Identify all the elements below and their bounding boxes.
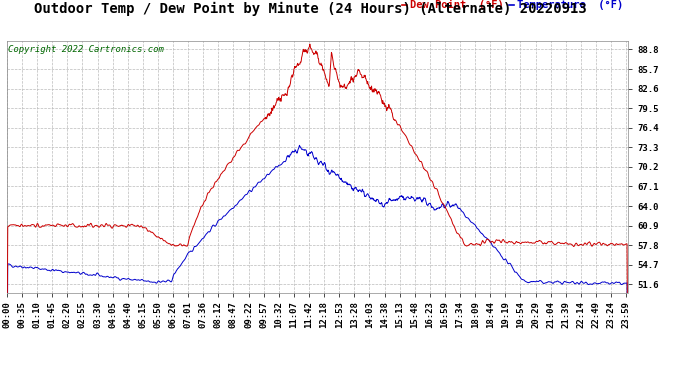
Legend: Dew Point  (°F), Temperature  (°F): Dew Point (°F), Temperature (°F): [397, 0, 628, 14]
Text: Copyright 2022 Cartronics.com: Copyright 2022 Cartronics.com: [8, 45, 164, 54]
Text: Outdoor Temp / Dew Point by Minute (24 Hours) (Alternate) 20220913: Outdoor Temp / Dew Point by Minute (24 H…: [34, 2, 587, 16]
